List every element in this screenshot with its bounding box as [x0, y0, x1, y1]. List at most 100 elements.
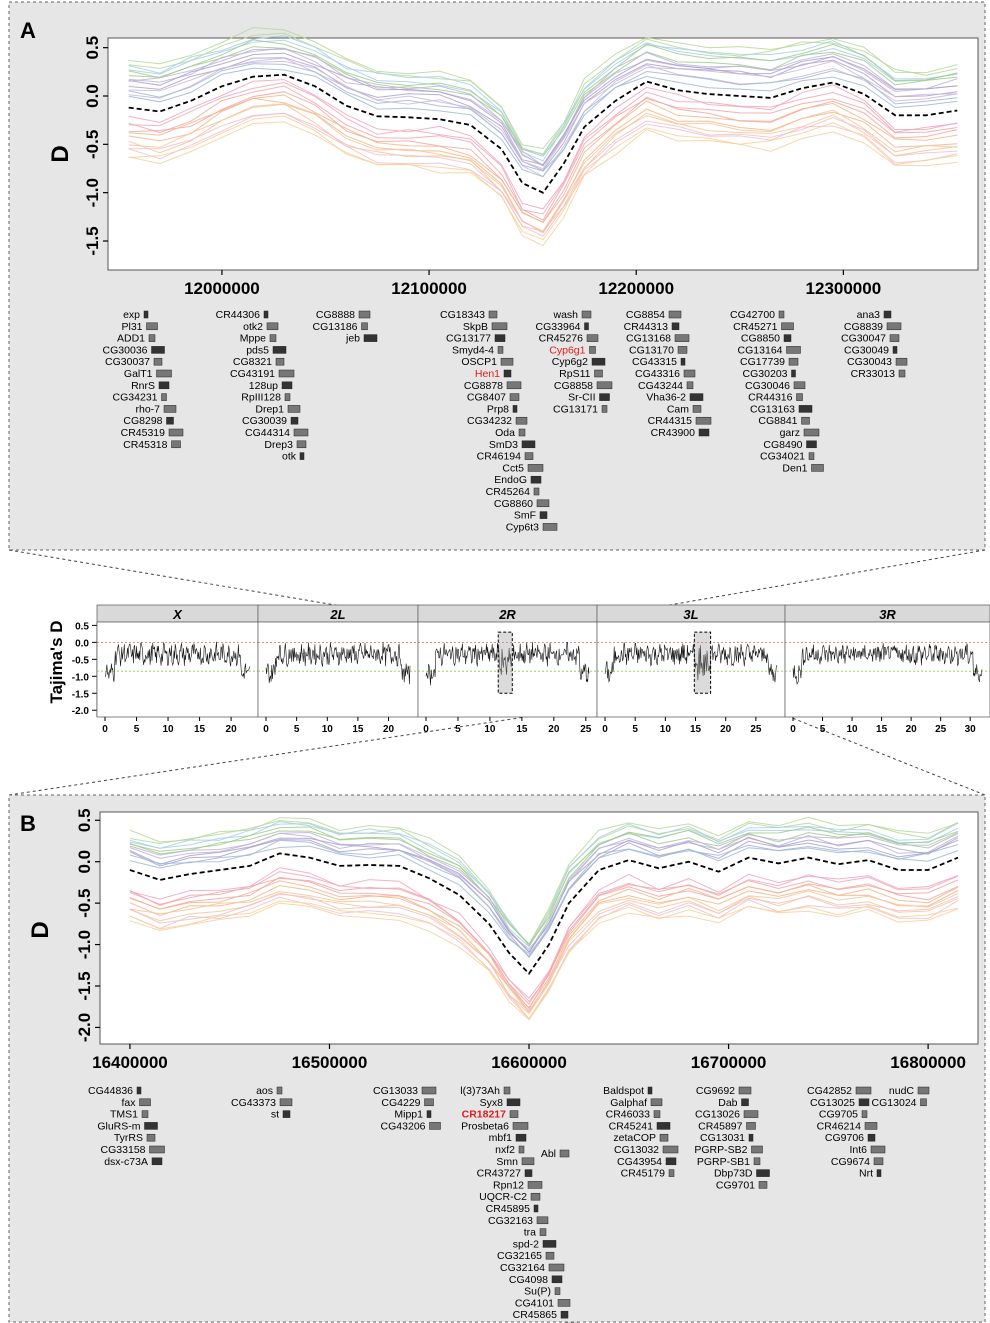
- gene-label: Smn: [496, 1156, 518, 1168]
- gene-model: [524, 1169, 533, 1177]
- panel-b-population-line: [129, 896, 959, 1020]
- gene-model: [668, 1169, 675, 1177]
- gene-model: [876, 1169, 882, 1177]
- gene-model: [753, 1157, 761, 1166]
- gene-label: otk: [282, 451, 297, 463]
- gene-label: Mppe: [240, 333, 266, 345]
- gene-label: CR45318: [123, 439, 168, 451]
- gene-label: CG13024: [872, 1097, 917, 1109]
- gene-label: Cct5: [502, 462, 524, 474]
- panel-a-y-tick-label: -0.5: [83, 130, 102, 159]
- gene-model: [494, 334, 506, 342]
- gene-model: [358, 310, 371, 319]
- gene-label: CG30203: [743, 368, 788, 380]
- gene-label: spd-2: [513, 1238, 539, 1250]
- overview-x-tick-label: 0: [263, 724, 269, 735]
- panel-b-population-line: [129, 826, 959, 946]
- gene-label: CG30049: [844, 344, 889, 356]
- overview-x-tick-label: 20: [548, 724, 560, 735]
- gene-label: Cyp6g1: [549, 344, 585, 356]
- gene-model: [665, 1157, 677, 1166]
- gene-model: [512, 405, 518, 413]
- gene-model: [171, 440, 181, 449]
- gene-label: RnrS: [131, 380, 155, 392]
- gene-model: [668, 310, 682, 319]
- gene-label: Mipp1: [394, 1109, 423, 1121]
- gene-label: CG8321: [233, 356, 272, 368]
- gene-label: CG34231: [113, 392, 158, 404]
- gene-label: zetaCOP: [613, 1132, 656, 1144]
- gene-label: garz: [780, 427, 800, 439]
- overview-y-tick-label: -1.0: [72, 672, 90, 683]
- gene-label: CR33013: [851, 368, 896, 380]
- gene-label: otk2: [243, 321, 263, 333]
- gene-model: [781, 322, 794, 331]
- gene-model: [870, 1145, 886, 1154]
- gene-label: CR46194: [477, 451, 522, 463]
- gene-label: CG13026: [695, 1109, 740, 1121]
- panel-b-x-tick-label: 16800000: [890, 1053, 966, 1072]
- gene-model: [148, 334, 156, 342]
- gene-label: CR45179: [621, 1168, 666, 1180]
- gene-model: [864, 1122, 878, 1130]
- overview-trace-X: [104, 641, 251, 682]
- gene-model: [536, 499, 550, 508]
- gene-model: [539, 511, 548, 519]
- overview-x-tick-label: 15: [690, 724, 702, 735]
- gene-model: [796, 393, 803, 401]
- gene-label: nxf2: [495, 1144, 515, 1156]
- gene-model: [281, 381, 293, 390]
- gene-label: CG34021: [760, 451, 805, 463]
- panel-b-population-line: [129, 830, 959, 953]
- gene-label: CG4229: [381, 1097, 420, 1109]
- overview-x-tick-label: 25: [935, 724, 947, 735]
- gene-model: [500, 357, 514, 366]
- panel-b-population-line: [129, 893, 959, 1012]
- gene-label: CR45264: [486, 486, 531, 498]
- gene-label: CR45895: [486, 1203, 531, 1215]
- gene-label: Cyp6g2: [552, 356, 588, 368]
- gene-model: [801, 416, 810, 425]
- overview-panel-2L: [257, 621, 419, 718]
- gene-model: [692, 405, 702, 413]
- panel-a-population-line: [128, 103, 958, 232]
- panel-b-x-tick-label: 16400000: [92, 1053, 168, 1072]
- overview-panel-3R: [784, 621, 990, 718]
- gene-label: CG44836: [88, 1085, 133, 1097]
- gene-model: [524, 452, 534, 460]
- gene-model: [788, 357, 799, 366]
- gene-model: [746, 1122, 756, 1130]
- gene-label: tra: [524, 1227, 536, 1239]
- gene-label: Prosbeta6: [461, 1120, 509, 1132]
- overview-x-tick-label: 20: [720, 724, 732, 735]
- panel-b-population-line: [129, 892, 959, 1015]
- gene-model: [557, 1299, 571, 1307]
- gene-model: [793, 381, 806, 390]
- gene-label: RpIII128: [241, 392, 281, 404]
- gene-label: SmD3: [489, 439, 518, 451]
- panel-a-population-line: [128, 121, 958, 247]
- gene-model: [272, 346, 287, 354]
- gene-model: [895, 357, 908, 366]
- gene-label: Abl: [541, 1148, 556, 1160]
- gene-model: [146, 322, 158, 331]
- panel-b-chart: D 0.5 0.0 -0.5 -1.0 -1.5 -2.0 16400000 16500000…: [27, 808, 966, 1072]
- gene-label: Vha36-2: [646, 392, 686, 404]
- gene-model: [586, 334, 599, 342]
- gene-model: [647, 1086, 653, 1095]
- gene-label: CR45271: [733, 321, 778, 333]
- gene-label: Dab: [718, 1097, 737, 1109]
- overview-strip-label: 3L: [683, 607, 698, 622]
- overview-x-tick-label: 25: [580, 724, 592, 735]
- gene-label: Prp8: [487, 403, 509, 415]
- gene-label: CG42700: [730, 309, 775, 321]
- gene-label: CR43900: [651, 427, 696, 439]
- gene-label: Mo25: [534, 1321, 560, 1323]
- panel-a-x-tick-label: 12000000: [184, 279, 260, 298]
- panel-a-population-line: [128, 35, 958, 155]
- gene-model: [163, 405, 177, 413]
- gene-label: CG8841: [758, 415, 797, 427]
- panel-a-population-line: [128, 79, 958, 210]
- gene-label: UQCR-C2: [479, 1191, 527, 1203]
- gene-label: OSCP1: [461, 356, 497, 368]
